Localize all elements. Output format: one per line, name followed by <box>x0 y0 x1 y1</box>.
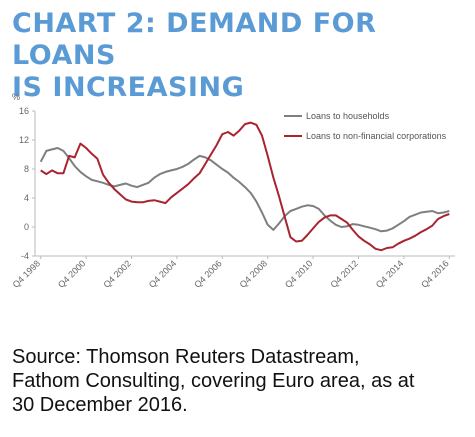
y-tick-label: 0 <box>24 222 29 232</box>
series-lines <box>39 121 450 252</box>
y-tick-label: 12 <box>19 135 29 145</box>
source-note: Source: Thomson Reuters Datastream, Fath… <box>12 345 467 417</box>
x-tick-label: Q4 2002 <box>101 258 132 289</box>
x-tick-label: Q4 2014 <box>374 258 405 289</box>
source-line-3: 30 December 2016. <box>12 394 188 416</box>
source-line-1: Source: Thomson Reuters Datastream, <box>12 346 360 368</box>
x-tick-label: Q4 2000 <box>56 258 87 289</box>
source-line-2: Fathom Consulting, covering Euro area, a… <box>12 370 415 392</box>
y-tick-label: 8 <box>24 164 29 174</box>
chart-title-line-1: CHART 2: DEMAND FOR LOANS <box>12 8 377 71</box>
y-unit-label: % <box>12 92 20 102</box>
y-tick-label: 16 <box>19 106 29 116</box>
x-tick-label: Q4 2004 <box>147 258 178 289</box>
loans-line-chart: % -4 0 4 8 12 16 Q4 1998 Q4 2000 Q4 2002 Q4 2004 Q… <box>11 92 455 290</box>
x-tick-label: Q4 2012 <box>328 258 359 289</box>
legend-label: Loans to non-financial corporations <box>306 131 447 141</box>
x-tick-label: Q4 2016 <box>419 258 450 289</box>
x-tick-label: Q4 1998 <box>11 258 42 289</box>
chart-title: CHART 2: DEMAND FOR LOANS IS INCREASING <box>12 8 467 104</box>
series-line-households <box>39 147 450 233</box>
legend-label: Loans to households <box>306 111 390 121</box>
series-line-corporations <box>40 121 450 252</box>
y-tick-label: 4 <box>24 193 29 203</box>
x-tick-label: Q4 2006 <box>192 258 223 289</box>
legend: Loans to households Loans to non-financia… <box>284 111 447 141</box>
x-tick-label: Q4 2008 <box>238 258 269 289</box>
chart-title-line-2: IS INCREASING <box>12 72 245 103</box>
x-tick-label: Q4 2010 <box>283 258 314 289</box>
y-tick-label: -4 <box>21 251 29 261</box>
